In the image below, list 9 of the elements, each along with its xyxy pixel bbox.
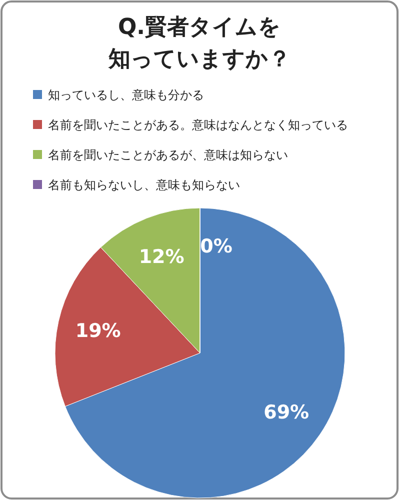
legend-label: 名前を聞いたことがある。意味はなんとなく知っている — [48, 118, 348, 132]
data-label: 12% — [138, 246, 184, 268]
data-label: 19% — [75, 320, 121, 342]
data-label: 69% — [264, 402, 310, 424]
legend-label: 名前を聞いたことがあるが、意味は知らない — [48, 148, 288, 162]
text: 0% — [200, 235, 232, 258]
chart-title: Q.賢者タイムを知っていますか？ — [108, 14, 292, 74]
legend-label: 名前も知らないし、意味も知らない — [48, 178, 240, 192]
legend-label: 知っているし、意味も分かる — [48, 88, 204, 102]
